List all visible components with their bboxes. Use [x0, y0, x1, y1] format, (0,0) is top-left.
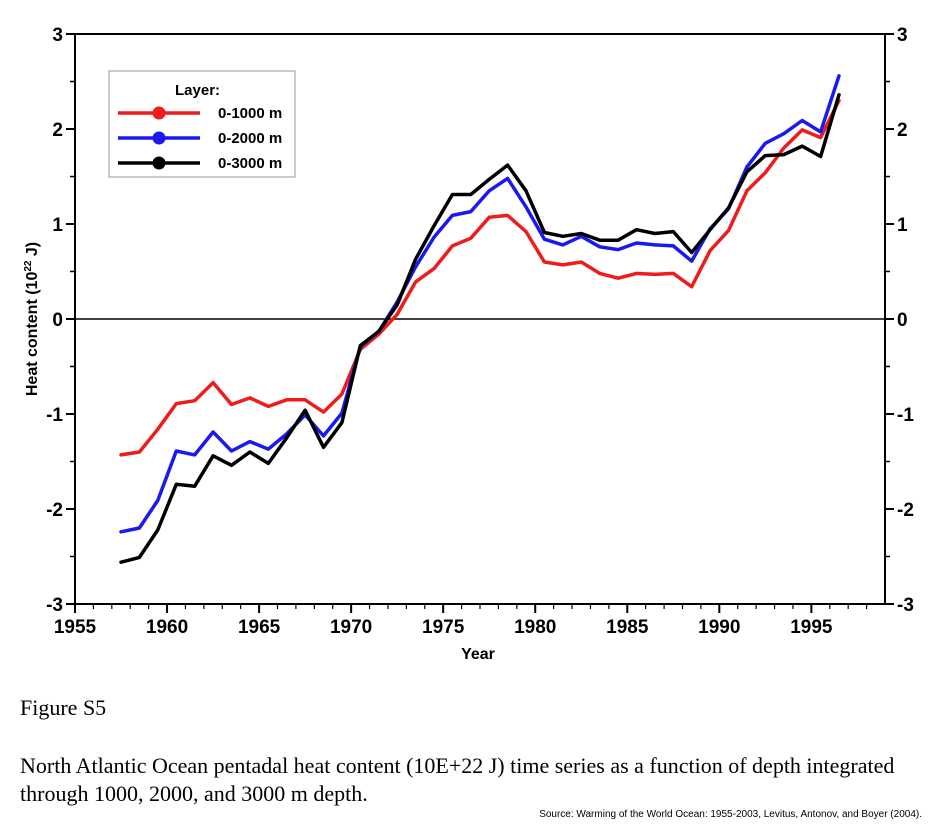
y-axis-title-main: Heat content (10	[24, 272, 41, 397]
legend: Layer: 0-1000 m 0-2000 m 0-3000 m	[108, 70, 296, 178]
y-tick-label-left: -3	[46, 595, 63, 616]
y-tick-label-left: 3	[52, 25, 63, 46]
y-tick-label-left: 0	[52, 310, 63, 331]
figure-caption: North Atlantic Ocean pentadal heat conte…	[20, 753, 895, 806]
legend-marker-3	[152, 156, 166, 170]
y-tick-label-right: -3	[897, 595, 914, 616]
y-tick-label-right: 0	[897, 310, 908, 331]
y-axis-title: Heat content (1022 J)	[23, 242, 41, 396]
legend-box	[108, 70, 296, 178]
x-tick-label: 1965	[238, 617, 281, 638]
y-tick-label-right: -1	[897, 405, 914, 426]
legend-label-2: 0-2000 m	[218, 130, 282, 147]
plot-frame-group	[66, 33, 894, 613]
y-tick-label-left: -2	[46, 500, 63, 521]
figure-label: Figure S5	[20, 695, 107, 720]
x-tick-label: 1990	[698, 617, 740, 638]
y-tick-label-right: -2	[897, 500, 914, 521]
legend-marker-2	[152, 131, 166, 145]
x-tick-label: 1985	[606, 617, 649, 638]
y-tick-label-left: 1	[52, 215, 63, 236]
y-tick-label-right: 3	[897, 25, 908, 46]
legend-label-1: 0-1000 m	[218, 105, 282, 122]
x-tick-label: 1960	[146, 617, 188, 638]
y-tick-label-left: 2	[52, 120, 63, 141]
source-note: Source: Warming of the World Ocean: 1955…	[539, 809, 922, 820]
legend-label-3: 0-3000 m	[218, 155, 282, 172]
series-line-0-1000-m	[119, 98, 841, 457]
x-tick-label: 1970	[330, 617, 372, 638]
x-axis-title: Year	[461, 646, 495, 663]
y-tick-label-right: 1	[897, 215, 908, 236]
x-tick-label: 1980	[514, 617, 556, 638]
x-tick-label: 1995	[790, 617, 833, 638]
y-axis-title-tail: J)	[24, 242, 41, 261]
x-tick-label: 1975	[422, 617, 465, 638]
y-tick-label-right: 2	[897, 120, 908, 141]
tick-labels-group: -3 -3 -2 -2 -1 -1 0 0 1 1 2 2 3 3 1955 1960 1965 1970 1975…	[46, 25, 914, 638]
series-lines-group	[119, 74, 841, 564]
x-tick-label: 1955	[54, 617, 97, 638]
y-tick-label-left: -1	[46, 405, 63, 426]
legend-entries: 0-1000 m 0-2000 m 0-3000 m	[118, 105, 282, 172]
legend-marker-1	[152, 106, 166, 120]
legend-title: Layer:	[175, 82, 220, 99]
series-line-0-3000-m	[119, 93, 841, 564]
y-axis-title-superscript: 22	[23, 260, 34, 272]
